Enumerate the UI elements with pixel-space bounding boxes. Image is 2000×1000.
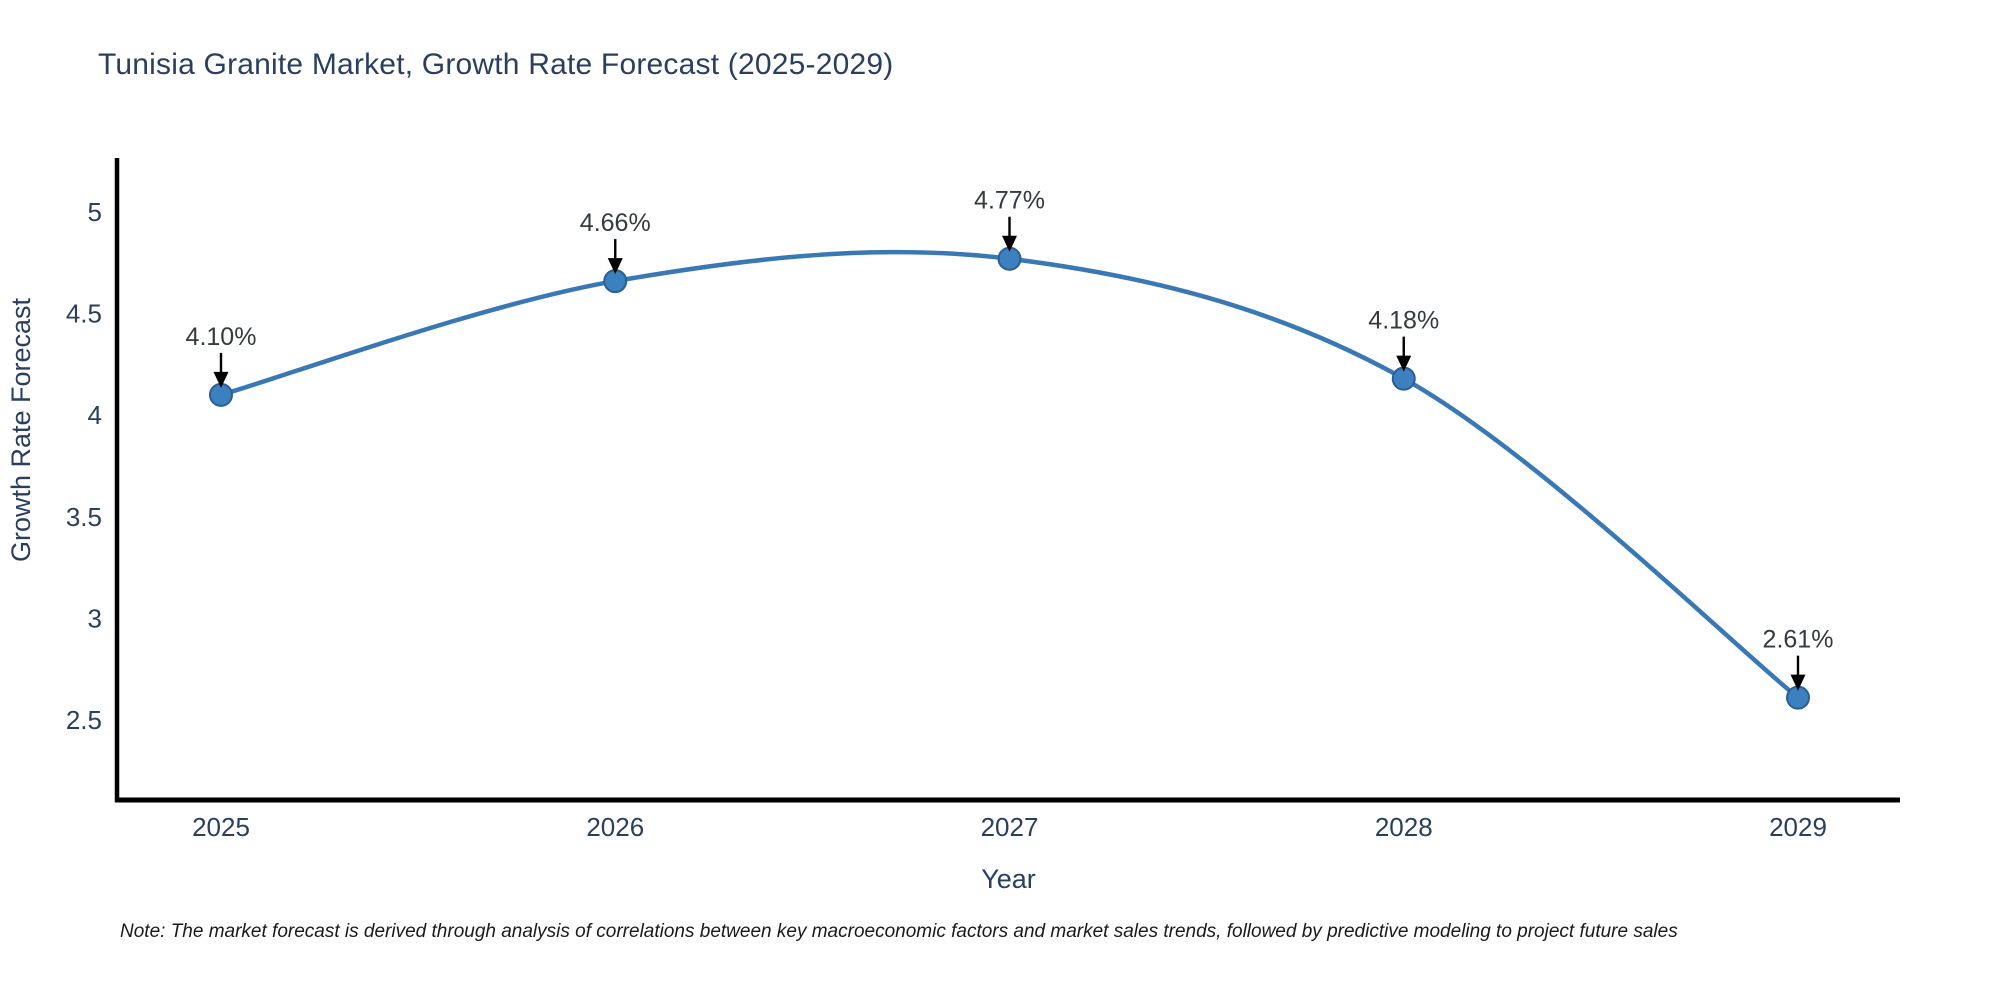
y-axis-tick-label: 3.5: [66, 502, 102, 532]
chart-footnote: Note: The market forecast is derived thr…: [120, 921, 1678, 942]
annotation-arrow-head: [1396, 355, 1412, 372]
annotation-arrow-head: [1002, 235, 1017, 252]
y-axis-tick-label: 5: [88, 197, 102, 227]
x-axis-tick-label: 2025: [192, 812, 250, 842]
annotation-arrow-head: [213, 371, 229, 388]
data-point-value-label: 4.10%: [186, 323, 257, 351]
y-axis-title: Growth Rate Forecast: [6, 297, 36, 562]
x-axis-tick-label: 2029: [1769, 812, 1827, 842]
x-axis-tick-label: 2026: [586, 812, 644, 842]
x-axis-tick-label: 2027: [981, 812, 1039, 842]
forecast-spline-line: [218, 249, 1801, 700]
y-axis-tick-label: 3: [88, 603, 102, 633]
y-axis-tick-label: 4.5: [66, 299, 102, 329]
x-axis-tick-label: 2028: [1375, 812, 1433, 842]
annotation-arrow-head: [607, 258, 623, 275]
y-axis-tick-label: 2.5: [66, 705, 102, 735]
y-axis-tick-label: 4: [88, 400, 102, 430]
data-point-value-label: 4.66%: [580, 209, 651, 237]
data-point-value-label: 4.18%: [1368, 307, 1439, 335]
chart-title: Tunisia Granite Market, Growth Rate Fore…: [98, 48, 894, 81]
x-axis-title: Year: [981, 864, 1036, 894]
data-point-value-label: 4.77%: [974, 187, 1045, 215]
annotation-arrow-head: [1790, 674, 1806, 691]
data-point-value-label: 2.61%: [1763, 626, 1834, 654]
